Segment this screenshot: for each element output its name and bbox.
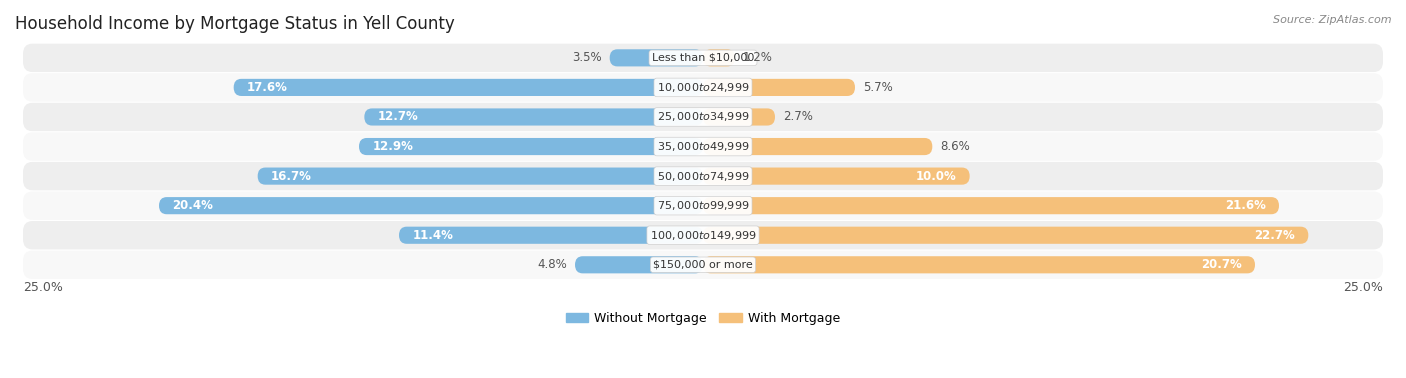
Text: 25.0%: 25.0% bbox=[1343, 281, 1384, 294]
Text: $150,000 or more: $150,000 or more bbox=[654, 260, 752, 270]
FancyBboxPatch shape bbox=[703, 256, 1256, 273]
FancyBboxPatch shape bbox=[22, 43, 1384, 72]
Text: 4.8%: 4.8% bbox=[537, 258, 567, 271]
Text: 20.4%: 20.4% bbox=[173, 199, 214, 212]
Text: 8.6%: 8.6% bbox=[941, 140, 970, 153]
Text: 3.5%: 3.5% bbox=[572, 51, 602, 64]
Text: 22.7%: 22.7% bbox=[1254, 229, 1295, 242]
FancyBboxPatch shape bbox=[703, 138, 932, 155]
FancyBboxPatch shape bbox=[359, 138, 703, 155]
Text: 5.7%: 5.7% bbox=[863, 81, 893, 94]
FancyBboxPatch shape bbox=[22, 132, 1384, 161]
Text: $10,000 to $24,999: $10,000 to $24,999 bbox=[657, 81, 749, 94]
FancyBboxPatch shape bbox=[703, 227, 1309, 244]
Text: 20.7%: 20.7% bbox=[1201, 258, 1241, 271]
Text: 1.2%: 1.2% bbox=[742, 51, 773, 64]
Text: Source: ZipAtlas.com: Source: ZipAtlas.com bbox=[1274, 15, 1392, 25]
FancyBboxPatch shape bbox=[703, 79, 855, 96]
Text: 11.4%: 11.4% bbox=[412, 229, 453, 242]
Text: Less than $10,000: Less than $10,000 bbox=[652, 53, 754, 63]
FancyBboxPatch shape bbox=[22, 221, 1384, 249]
FancyBboxPatch shape bbox=[233, 79, 703, 96]
FancyBboxPatch shape bbox=[610, 49, 703, 67]
Text: $50,000 to $74,999: $50,000 to $74,999 bbox=[657, 170, 749, 183]
FancyBboxPatch shape bbox=[703, 108, 775, 125]
FancyBboxPatch shape bbox=[22, 251, 1384, 279]
FancyBboxPatch shape bbox=[22, 192, 1384, 220]
FancyBboxPatch shape bbox=[257, 167, 703, 185]
FancyBboxPatch shape bbox=[22, 162, 1384, 190]
Legend: Without Mortgage, With Mortgage: Without Mortgage, With Mortgage bbox=[561, 307, 845, 330]
Text: $35,000 to $49,999: $35,000 to $49,999 bbox=[657, 140, 749, 153]
Text: $75,000 to $99,999: $75,000 to $99,999 bbox=[657, 199, 749, 212]
Text: 21.6%: 21.6% bbox=[1225, 199, 1265, 212]
Text: 17.6%: 17.6% bbox=[247, 81, 288, 94]
Text: 16.7%: 16.7% bbox=[271, 170, 312, 183]
Text: $25,000 to $34,999: $25,000 to $34,999 bbox=[657, 110, 749, 124]
Text: 12.7%: 12.7% bbox=[378, 110, 419, 124]
FancyBboxPatch shape bbox=[703, 49, 735, 67]
FancyBboxPatch shape bbox=[22, 73, 1384, 102]
FancyBboxPatch shape bbox=[703, 167, 970, 185]
Text: 12.9%: 12.9% bbox=[373, 140, 413, 153]
Text: 2.7%: 2.7% bbox=[783, 110, 813, 124]
FancyBboxPatch shape bbox=[159, 197, 703, 214]
FancyBboxPatch shape bbox=[703, 197, 1279, 214]
FancyBboxPatch shape bbox=[364, 108, 703, 125]
Text: $100,000 to $149,999: $100,000 to $149,999 bbox=[650, 229, 756, 242]
FancyBboxPatch shape bbox=[399, 227, 703, 244]
FancyBboxPatch shape bbox=[22, 103, 1384, 131]
FancyBboxPatch shape bbox=[575, 256, 703, 273]
Text: 10.0%: 10.0% bbox=[915, 170, 956, 183]
Text: Household Income by Mortgage Status in Yell County: Household Income by Mortgage Status in Y… bbox=[15, 15, 454, 33]
Text: 25.0%: 25.0% bbox=[22, 281, 63, 294]
